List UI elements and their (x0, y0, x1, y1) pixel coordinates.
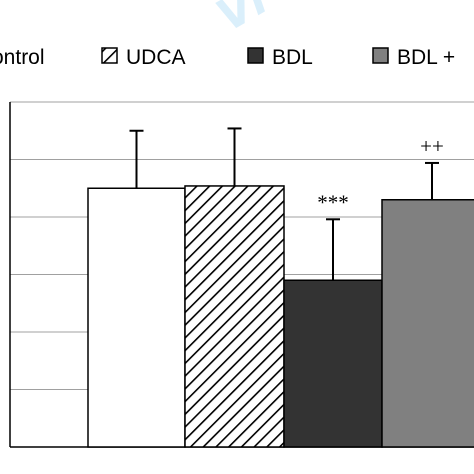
legend-label-bdl: BDL (272, 46, 313, 69)
legend-label-control: ontrol (0, 46, 45, 69)
bars (87, 185, 474, 448)
significance-label-bdl-udca: ++ (420, 134, 444, 158)
plot-area: *** ++ (9, 101, 474, 448)
watermark-logo: Vi (208, 0, 276, 42)
legend-swatch-bdl (247, 47, 264, 64)
error-bars (129, 127, 439, 281)
legend-label-bdl-udca: BDL + (397, 46, 455, 69)
legend-swatch-bdl-udca (372, 47, 389, 64)
bar-bdl-udca (381, 199, 474, 448)
legend-swatch-udca (101, 47, 118, 64)
bar-control (87, 187, 186, 448)
annotations: *** ++ (317, 134, 444, 214)
legend: ontrol UDCA BDL BDL + (0, 46, 455, 69)
bar-bdl (283, 279, 383, 448)
significance-label-bdl: *** (317, 190, 349, 214)
legend-label-udca: UDCA (126, 46, 186, 69)
bar-udca (184, 185, 285, 448)
